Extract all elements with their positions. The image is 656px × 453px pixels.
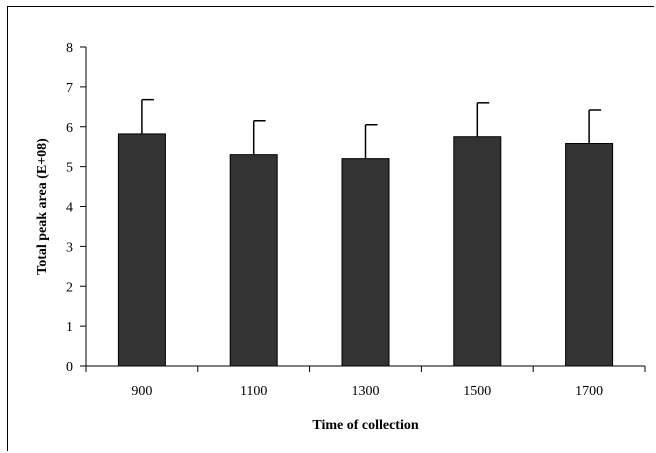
y-tick-label: 1	[66, 320, 73, 335]
x-axis-title: Time of collection	[312, 418, 418, 433]
y-tick-label: 6	[66, 121, 73, 136]
bar-900	[117, 133, 166, 367]
x-tick-label: 1300	[352, 384, 380, 399]
chart-frame	[7, 6, 654, 451]
y-tick-label: 0	[66, 360, 73, 375]
bars-group	[117, 133, 614, 367]
y-axis-title: Total peak area (E+08)	[35, 138, 50, 275]
x-tick-label: 1100	[240, 384, 267, 399]
y-axis: 0 1 2 3 4 5 6 7 8	[66, 41, 87, 375]
y-tick-label: 3	[66, 240, 73, 255]
y-tick-label: 8	[66, 41, 73, 56]
error-bars-group	[141, 98, 602, 159]
bar-1700	[565, 142, 614, 367]
x-tick-label: 900	[131, 384, 152, 399]
y-tick-label: 5	[66, 161, 73, 176]
y-tick-label: 7	[66, 81, 73, 96]
x-tick-label: 1700	[575, 384, 603, 399]
y-tick-label: 4	[66, 201, 73, 216]
x-axis: 900 1100 1300 1500 1700	[85, 365, 646, 399]
y-tick-label: 2	[66, 280, 73, 295]
bar-1500	[453, 136, 502, 367]
x-tick-label: 1500	[463, 384, 491, 399]
bar-1100	[229, 154, 278, 367]
bar-1300	[341, 158, 390, 367]
